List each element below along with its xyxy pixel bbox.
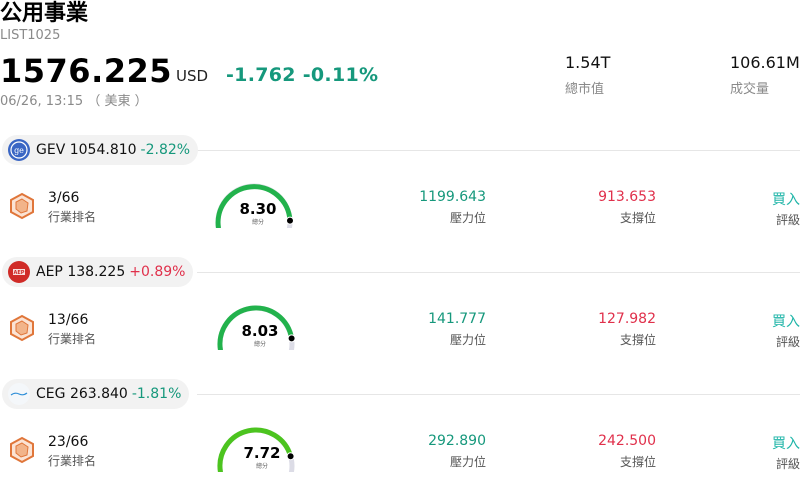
page-title: 公用事業 xyxy=(0,1,89,26)
resistance-label: 壓力位 xyxy=(449,455,486,469)
stock-symbol: AEP xyxy=(36,264,63,280)
rating-label: 評級 xyxy=(775,457,800,471)
score-value: 8.03 xyxy=(241,322,279,340)
stock-chip-gev[interactable]: ge GEV 1054.810 -2.82% xyxy=(2,135,199,165)
market-cap-label: 總市值 xyxy=(565,82,605,97)
svg-text:AEP: AEP xyxy=(14,270,25,276)
industry-rank-icon xyxy=(8,192,36,220)
resistance-value: 141.777 xyxy=(428,311,486,327)
stock-change-pct: -1.81% xyxy=(131,386,182,402)
stock-change-pct: -2.82% xyxy=(140,142,191,158)
stock-symbol: GEV xyxy=(36,142,66,158)
support-label: 支撐位 xyxy=(619,211,656,225)
score-gauge: 8.30 總分 xyxy=(214,180,304,246)
support-label: 支撐位 xyxy=(619,333,656,347)
industry-rank-value: 13/66 xyxy=(48,312,89,328)
currency-label: USD xyxy=(176,67,209,85)
score-gauge-arc xyxy=(215,183,294,246)
resistance-label: 壓力位 xyxy=(449,211,486,225)
timestamp: 06/26, 13:15 （ 美東 ） xyxy=(0,94,148,109)
row-divider xyxy=(197,272,800,273)
resistance-value: 292.890 xyxy=(428,433,486,449)
stock-price: 1054.810 xyxy=(69,142,137,158)
score-gauge: 8.03 總分 xyxy=(216,302,306,368)
stock-symbol: CEG xyxy=(36,386,66,402)
industry-rank-value: 23/66 xyxy=(48,434,89,450)
support-label: 支撐位 xyxy=(619,455,656,469)
industry-rank-label: 行業排名 xyxy=(48,210,97,224)
industry-rank-icon xyxy=(8,436,36,464)
stock-chip-aep[interactable]: AEP AEP 138.225 +0.89% xyxy=(2,257,194,287)
index-change: -1.762 -0.11% xyxy=(226,64,378,86)
stock-price: 263.840 xyxy=(69,386,128,402)
index-change-value: -1.762 xyxy=(226,64,296,86)
rating-value[interactable]: 買入 xyxy=(772,314,800,330)
rating-label: 評級 xyxy=(775,335,800,349)
score-gauge: 7.72 總分 xyxy=(216,424,306,488)
stock-price: 138.225 xyxy=(67,264,126,280)
resistance-value: 1199.643 xyxy=(419,189,486,205)
score-unit: 總分 xyxy=(253,341,266,348)
score-value: 8.30 xyxy=(239,200,277,218)
index-price: 1576.225 xyxy=(0,52,173,90)
stock-chip-ceg[interactable]: CEG 263.840 -1.81% xyxy=(2,379,190,409)
support-value: 127.982 xyxy=(598,311,656,327)
support-value: 913.653 xyxy=(598,189,656,205)
market-cap-value: 1.54T xyxy=(565,53,611,72)
row-divider xyxy=(197,394,800,395)
row-divider xyxy=(197,150,800,151)
score-unit: 總分 xyxy=(251,219,264,226)
industry-rank-label: 行業排名 xyxy=(48,454,97,468)
score-value: 7.72 xyxy=(243,444,281,462)
rating-value[interactable]: 買入 xyxy=(772,436,800,452)
support-value: 242.500 xyxy=(598,433,656,449)
industry-rank-value: 3/66 xyxy=(48,190,80,206)
stock-change-pct: +0.89% xyxy=(129,264,186,280)
index-code: LIST1025 xyxy=(0,28,61,43)
svg-text:ge: ge xyxy=(14,146,24,155)
index-change-pct: -0.11% xyxy=(302,64,379,86)
industry-rank-label: 行業排名 xyxy=(48,332,97,346)
score-gauge-arc xyxy=(217,305,296,368)
constellation-logo-icon xyxy=(8,383,30,405)
rating-value[interactable]: 買入 xyxy=(772,192,800,208)
score-unit: 總分 xyxy=(255,463,268,470)
resistance-label: 壓力位 xyxy=(449,333,486,347)
volume-value: 106.61M xyxy=(730,53,800,72)
aep-logo-icon: AEP xyxy=(8,261,30,283)
industry-rank-icon xyxy=(8,314,36,342)
rating-label: 評級 xyxy=(775,213,800,227)
score-gauge-arc xyxy=(217,427,295,488)
ge-logo-icon: ge xyxy=(8,139,30,161)
volume-label: 成交量 xyxy=(730,82,770,97)
